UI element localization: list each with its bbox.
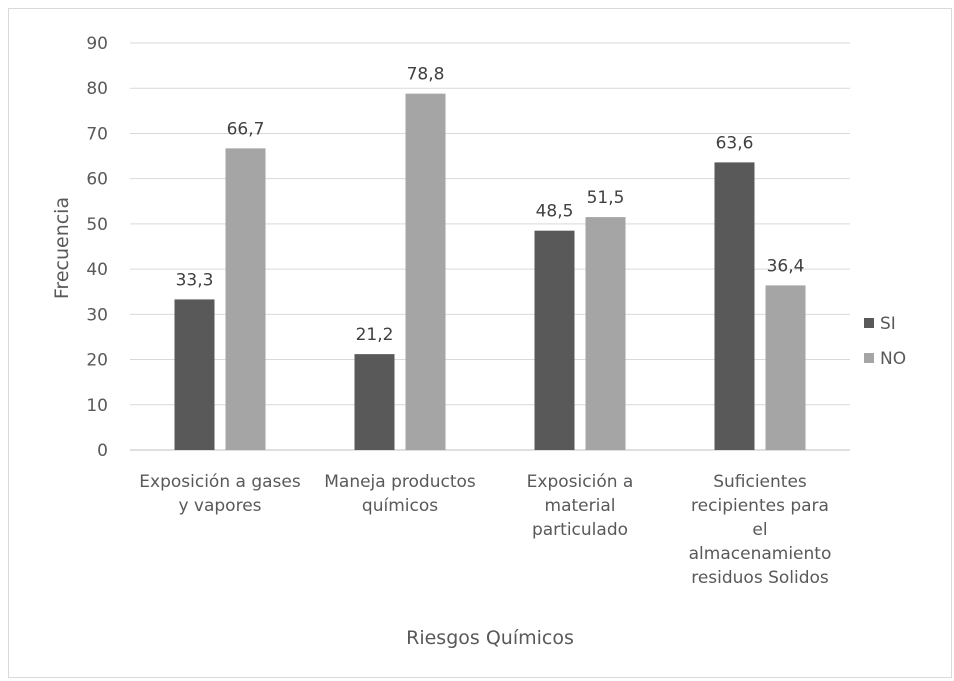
data-label-si: 48,5 xyxy=(536,202,574,222)
data-label-si: 33,3 xyxy=(176,270,214,290)
data-label-no: 36,4 xyxy=(767,256,805,276)
legend-label-no: NO xyxy=(880,349,906,369)
y-tick-label: 30 xyxy=(86,305,108,325)
data-label-si: 63,6 xyxy=(716,133,754,153)
bar-no xyxy=(225,148,266,450)
bars xyxy=(174,93,806,451)
x-axis-categories: Exposición a gases y vapores Maneja produc… xyxy=(139,472,831,588)
legend: SI NO xyxy=(864,314,906,369)
bar-si xyxy=(174,299,215,450)
legend-label-si: SI xyxy=(880,314,896,334)
y-tick-label: 90 xyxy=(86,34,108,54)
bar-si xyxy=(714,162,755,451)
bar-no xyxy=(765,285,806,450)
category-label: Suficientes recipientes para el almacenamie… xyxy=(689,472,832,588)
legend-swatch-si xyxy=(864,318,874,328)
data-label-no: 78,8 xyxy=(407,65,445,85)
data-label-no: 66,7 xyxy=(227,119,265,139)
y-tick-label: 0 xyxy=(97,441,108,461)
y-tick-label: 70 xyxy=(86,124,108,144)
bar-no xyxy=(585,217,626,450)
data-label-si: 21,2 xyxy=(356,325,394,345)
bar-si xyxy=(354,354,395,450)
data-label-no: 51,5 xyxy=(587,188,625,208)
y-tick-label: 10 xyxy=(86,396,108,416)
y-tick-label: 20 xyxy=(86,351,108,371)
data-labels: 33,3 21,2 48,5 63,6 66,7 78,8 51,5 36,4 xyxy=(176,65,805,345)
y-tick-label: 60 xyxy=(86,170,108,190)
bar-no xyxy=(405,93,446,450)
category-label: Exposición a gases y vapores xyxy=(139,472,301,516)
y-axis-title: Frecuencia xyxy=(51,197,73,299)
legend-swatch-no xyxy=(864,353,874,363)
y-tick-label: 50 xyxy=(86,215,108,235)
category-label: Exposición a material particulado xyxy=(527,472,634,540)
y-tick-label: 40 xyxy=(86,260,108,280)
bar-si xyxy=(534,230,575,450)
x-axis-title: Riesgos Químicos xyxy=(406,627,574,649)
y-axis-ticks: 0 10 20 30 40 50 60 70 80 90 xyxy=(86,34,108,461)
category-label: Maneja productos químicos xyxy=(324,472,476,516)
y-tick-label: 80 xyxy=(86,79,108,99)
